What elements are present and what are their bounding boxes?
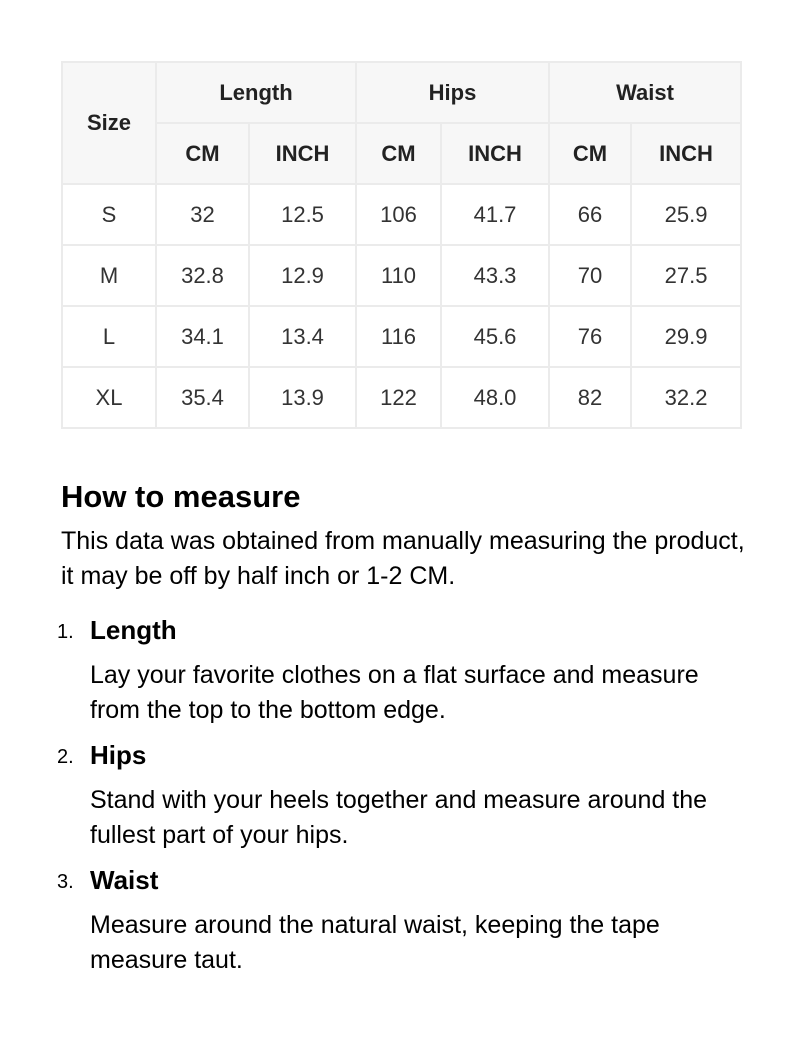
value-cell: 32.8 <box>155 244 250 307</box>
value-cell: 25.9 <box>630 183 743 246</box>
table-row: S 32 12.5 106 41.7 66 25.9 <box>61 183 743 246</box>
size-cell: S <box>61 183 157 246</box>
waist-header: Waist <box>548 61 743 124</box>
size-cell: XL <box>61 366 157 429</box>
value-cell: 34.1 <box>155 305 250 368</box>
value-cell: 76 <box>548 305 633 368</box>
value-cell: 35.4 <box>155 366 250 429</box>
header-row-groups: Size Length Hips Waist <box>61 61 743 185</box>
table-row: M 32.8 12.9 110 43.3 70 27.5 <box>61 244 743 307</box>
value-cell: 82 <box>548 366 633 429</box>
size-cell: L <box>61 305 157 368</box>
header-row-units: CM INCH CM INCH CM INCH <box>62 122 743 185</box>
step-number: 1. <box>57 621 74 643</box>
unit-header: INCH <box>630 122 743 185</box>
value-cell: 13.9 <box>247 366 358 429</box>
value-cell: 43.3 <box>440 244 551 307</box>
unit-header: INCH <box>247 122 358 185</box>
measure-guide: How to measure This data was obtained fr… <box>57 474 751 988</box>
value-cell: 70 <box>548 244 633 307</box>
step-number: 3. <box>57 871 74 893</box>
unit-header: CM <box>548 122 633 185</box>
unit-header: CM <box>155 122 250 185</box>
steps-list: 1. Length Lay your favorite clothes on a… <box>57 613 751 978</box>
value-cell: 32.2 <box>630 366 743 429</box>
value-cell: 45.6 <box>440 305 551 368</box>
step-number: 2. <box>57 746 74 768</box>
table-row: XL 35.4 13.9 122 48.0 82 32.2 <box>61 366 743 429</box>
size-cell: M <box>61 244 157 307</box>
length-header: Length <box>154 61 358 124</box>
step-title: Length <box>90 615 177 645</box>
unit-header: CM <box>355 122 443 185</box>
step-desc: Stand with your heels together and measu… <box>90 786 708 849</box>
step-desc: Measure around the natural waist, keepin… <box>90 911 660 974</box>
hips-header: Hips <box>355 61 551 124</box>
size-chart-table: Size Length Hips Waist CM INCH CM INCH C… <box>61 61 743 429</box>
step-item: 3. Waist Measure around the natural wais… <box>57 863 751 978</box>
step-title: Hips <box>90 740 147 770</box>
value-cell: 12.5 <box>247 183 358 246</box>
unit-header: INCH <box>440 122 551 185</box>
step-item: 2. Hips Stand with your heels together a… <box>57 738 751 853</box>
value-cell: 110 <box>355 244 443 307</box>
size-header: Size <box>61 61 157 185</box>
guide-heading: How to measure <box>61 479 301 514</box>
step-item: 1. Length Lay your favorite clothes on a… <box>57 613 751 728</box>
table-row: L 34.1 13.4 116 45.6 76 29.9 <box>61 305 743 368</box>
value-cell: 13.4 <box>247 305 358 368</box>
step-title: Waist <box>90 865 159 895</box>
value-cell: 32 <box>155 183 250 246</box>
value-cell: 12.9 <box>247 244 358 307</box>
step-desc: Lay your favorite clothes on a flat surf… <box>90 661 699 724</box>
value-cell: 116 <box>355 305 443 368</box>
value-cell: 29.9 <box>630 305 743 368</box>
value-cell: 66 <box>548 183 633 246</box>
guide-intro: This data was obtained from manually mea… <box>61 527 745 590</box>
value-cell: 27.5 <box>630 244 743 307</box>
value-cell: 122 <box>355 366 443 429</box>
value-cell: 41.7 <box>440 183 551 246</box>
value-cell: 106 <box>355 183 443 246</box>
value-cell: 48.0 <box>440 366 551 429</box>
